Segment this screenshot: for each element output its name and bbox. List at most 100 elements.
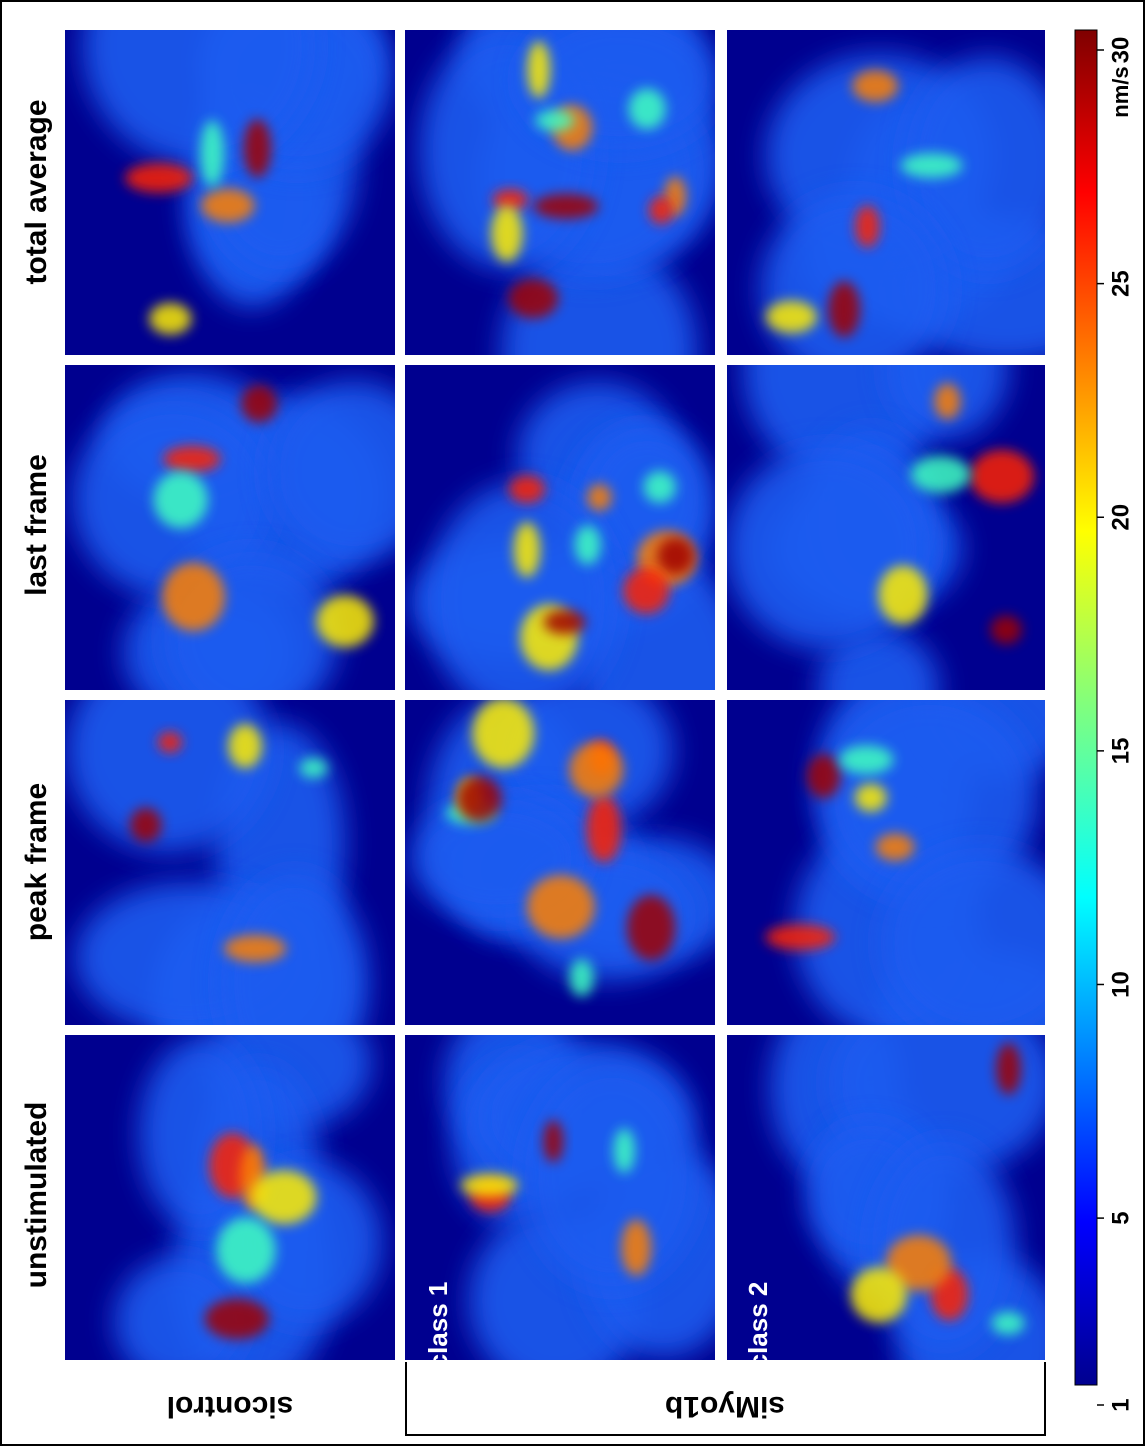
cell	[765, 700, 1045, 1025]
hot-spot	[161, 562, 225, 632]
hot-spot	[543, 1120, 564, 1163]
hot-spot	[527, 41, 551, 99]
hot-spot	[621, 1219, 652, 1276]
hot-spot	[628, 88, 666, 130]
hot-spot	[991, 1311, 1025, 1335]
hot-spot	[508, 475, 545, 504]
hot-spot	[569, 958, 594, 997]
hot-spot	[223, 934, 287, 963]
column-header: peak frame	[20, 783, 53, 941]
hot-spot	[643, 470, 676, 504]
row-label: sicontrol	[167, 1390, 294, 1423]
cell-region	[220, 872, 369, 1025]
hot-spot	[201, 188, 255, 223]
cell-region	[904, 57, 1045, 273]
hot-spot	[243, 119, 272, 178]
hot-spot	[990, 615, 1022, 645]
cell-region	[266, 380, 395, 561]
panels	[65, 30, 1045, 1360]
cell	[82, 30, 391, 335]
column-header: unstimulated	[20, 1102, 53, 1289]
cell-region	[524, 1063, 701, 1288]
hot-spot	[491, 204, 523, 262]
hot-spot	[157, 731, 183, 753]
colorbar-tick-label: 1	[1107, 1398, 1134, 1411]
hot-spot	[850, 1267, 908, 1323]
hot-spot	[241, 384, 278, 423]
cell-region	[880, 847, 1045, 1025]
cell	[419, 30, 715, 355]
hot-spot	[969, 449, 1034, 504]
cell	[72, 372, 395, 690]
cell	[760, 54, 1045, 355]
cell	[410, 700, 715, 997]
hot-spot	[839, 745, 894, 775]
colorbar-tick-label: 30	[1107, 37, 1134, 64]
colorbar-tick-label: 20	[1107, 504, 1134, 531]
cell-region	[66, 700, 272, 853]
cell	[444, 1035, 715, 1360]
hot-spot	[623, 567, 670, 614]
hot-spot	[765, 300, 817, 334]
hot-spot	[513, 521, 541, 578]
colorbar-tick-label: 5	[1107, 1211, 1134, 1224]
cell	[66, 700, 369, 1025]
hot-spot	[878, 565, 928, 624]
row-label: siMyo1b	[665, 1390, 785, 1423]
cell	[410, 381, 715, 690]
hot-spot	[569, 742, 624, 798]
column-header: last frame	[20, 454, 53, 596]
hot-spot	[299, 758, 328, 779]
cell-region	[139, 1037, 263, 1230]
hot-spot	[163, 445, 221, 473]
colorbar-unit: nm/s	[1108, 66, 1133, 117]
hot-spot	[472, 700, 535, 769]
cell	[727, 365, 1034, 690]
hot-spot	[543, 609, 586, 635]
hot-spot	[852, 70, 899, 102]
hot-spot	[460, 1173, 519, 1198]
column-header: total average	[20, 99, 53, 284]
hot-spot	[765, 924, 835, 951]
cell-region	[427, 482, 619, 690]
hot-spot	[586, 795, 622, 863]
hot-spot	[587, 483, 612, 511]
hot-spot	[316, 595, 374, 648]
hot-spot	[574, 525, 601, 565]
hot-spot	[526, 874, 595, 939]
hot-spot	[910, 455, 971, 493]
hot-spot	[251, 1170, 317, 1225]
colorbar-tick-label: 10	[1107, 971, 1134, 998]
cell	[114, 1035, 383, 1360]
hot-spot	[204, 1298, 270, 1340]
hot-spot	[854, 783, 887, 812]
hot-spot	[535, 109, 575, 132]
hot-spot	[648, 196, 674, 225]
hot-spot	[508, 278, 559, 319]
hot-spot	[657, 537, 695, 575]
hot-spot	[149, 302, 192, 335]
hot-spot	[828, 281, 861, 338]
hot-spot	[875, 833, 915, 861]
hot-spot	[125, 163, 193, 193]
cell-region	[114, 1257, 245, 1360]
colorbar	[1074, 29, 1098, 1386]
hot-spot	[806, 753, 841, 799]
panel-label: class 2	[743, 1282, 773, 1369]
hot-spot	[130, 807, 162, 843]
hot-spot	[934, 383, 961, 420]
hot-spot	[900, 153, 963, 178]
cell	[770, 1035, 1045, 1360]
hot-spot	[153, 471, 208, 529]
hot-spot	[200, 120, 225, 187]
hot-spot	[492, 189, 529, 211]
hot-spot	[228, 723, 263, 769]
hot-spot	[886, 1234, 952, 1291]
hot-spot	[996, 1042, 1021, 1095]
hot-spot	[533, 193, 599, 219]
bracket	[405, 1362, 1046, 1436]
hot-spot	[626, 894, 676, 961]
hot-spot	[216, 1217, 276, 1284]
hot-spot	[456, 775, 502, 823]
